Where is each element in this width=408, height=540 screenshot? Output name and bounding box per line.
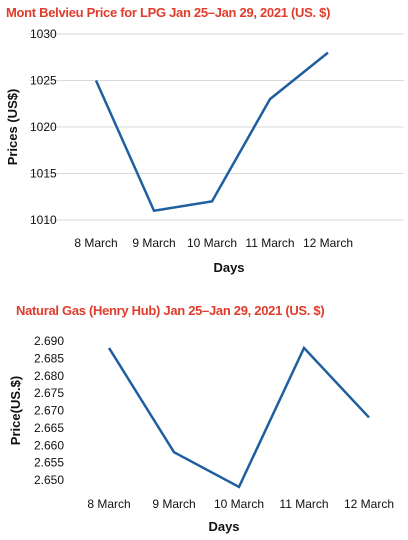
x-tick-label: 12 March bbox=[303, 236, 353, 250]
y-tick-label: 2.690 bbox=[34, 334, 64, 348]
y-tick-label: 2.655 bbox=[34, 456, 64, 470]
y-axis-label: Price(US.$) bbox=[8, 376, 23, 445]
x-tick-label: 8 March bbox=[74, 236, 117, 250]
y-tick-label: 1030 bbox=[30, 27, 57, 41]
x-tick-label: 11 March bbox=[245, 236, 294, 250]
x-axis-label: Days bbox=[213, 260, 244, 275]
y-tick-label: 2.680 bbox=[34, 369, 64, 383]
x-tick-label: 10 March bbox=[187, 236, 237, 250]
y-tick-label: 2.660 bbox=[34, 438, 64, 452]
y-tick-label: 1010 bbox=[30, 213, 57, 227]
chart-title-lpg: Mont Belvieu Price for LPG Jan 25–Jan 29… bbox=[6, 5, 331, 20]
y-tick-label: 2.685 bbox=[34, 351, 64, 365]
y-tick-label: 2.675 bbox=[34, 386, 64, 400]
y-tick-label: 2.650 bbox=[34, 473, 64, 487]
x-tick-label: 8 March bbox=[87, 497, 130, 511]
y-tick-label: 2.665 bbox=[34, 421, 64, 435]
x-tick-label: 9 March bbox=[132, 236, 175, 250]
y-tick-label: 2.670 bbox=[34, 404, 64, 418]
x-tick-label: 11 March bbox=[279, 497, 328, 511]
y-tick-label: 1025 bbox=[30, 74, 57, 88]
x-tick-label: 9 March bbox=[152, 497, 195, 511]
x-axis-label: Days bbox=[208, 519, 239, 534]
x-tick-label: 12 March bbox=[344, 497, 394, 511]
x-tick-label: 10 March bbox=[214, 497, 264, 511]
y-axis-label: Prices (US$) bbox=[5, 89, 20, 166]
y-tick-label: 1015 bbox=[30, 167, 57, 181]
y-tick-label: 1020 bbox=[30, 120, 57, 134]
chart-title-natural-gas: Natural Gas (Henry Hub) Jan 25–Jan 29, 2… bbox=[16, 303, 325, 318]
series-line bbox=[107, 345, 370, 489]
lpg-price-line-chart: 1010 1015 1020 1025 1030 8 March 9 March 10 Mar… bbox=[5, 27, 404, 275]
